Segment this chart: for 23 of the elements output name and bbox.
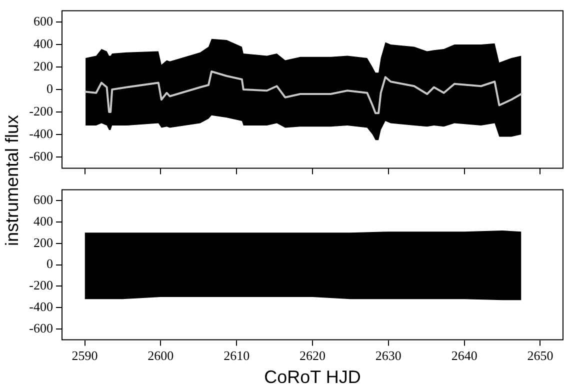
y-tick-label: -200 — [29, 278, 53, 293]
y-tick-label: 400 — [34, 36, 53, 51]
x-tick-label: 2640 — [451, 348, 478, 364]
y-tick-label: 0 — [46, 256, 53, 272]
x-tick-label: 2650 — [527, 348, 554, 364]
x-axis-title: CoRoT HJD — [264, 367, 361, 388]
y-tick-label: 0 — [46, 80, 53, 96]
y-tick-label: -600 — [29, 320, 53, 336]
y-tick-label: -200 — [29, 103, 53, 118]
y-axis-title: instrumental flux — [2, 114, 23, 246]
y-tick-label: 400 — [34, 213, 53, 228]
y-tick-label: 600 — [34, 192, 53, 207]
x-tick-label: 2590 — [72, 348, 98, 364]
x-tick-label: 2620 — [300, 348, 326, 364]
x-tick-label: 2610 — [224, 348, 250, 364]
x-tick-label: 2630 — [375, 348, 402, 364]
y-tick-label: 600 — [34, 13, 53, 28]
y-tick-label: -600 — [29, 148, 53, 164]
y-tick-label: -400 — [29, 126, 53, 141]
x-tick-label: 2600 — [148, 348, 174, 364]
y-tick-label: -400 — [29, 299, 53, 314]
y-tick-label: 200 — [34, 234, 53, 250]
y-tick-label: 200 — [34, 58, 53, 74]
